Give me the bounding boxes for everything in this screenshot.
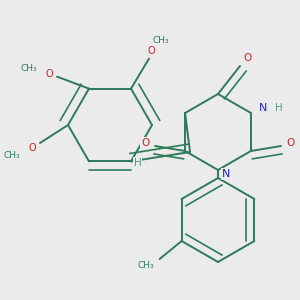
- Text: O: O: [45, 69, 53, 79]
- Text: CH₃: CH₃: [4, 151, 20, 160]
- Text: CH₃: CH₃: [153, 36, 169, 45]
- Text: N: N: [259, 103, 267, 113]
- Text: O: O: [287, 138, 295, 148]
- Text: CH₃: CH₃: [21, 64, 37, 73]
- Text: H: H: [275, 103, 283, 113]
- Text: O: O: [28, 143, 36, 153]
- Text: O: O: [244, 53, 252, 63]
- Text: O: O: [141, 138, 149, 148]
- Text: O: O: [147, 46, 155, 56]
- Text: CH₃: CH₃: [137, 260, 154, 269]
- Text: N: N: [222, 169, 230, 179]
- Text: H: H: [134, 158, 142, 168]
